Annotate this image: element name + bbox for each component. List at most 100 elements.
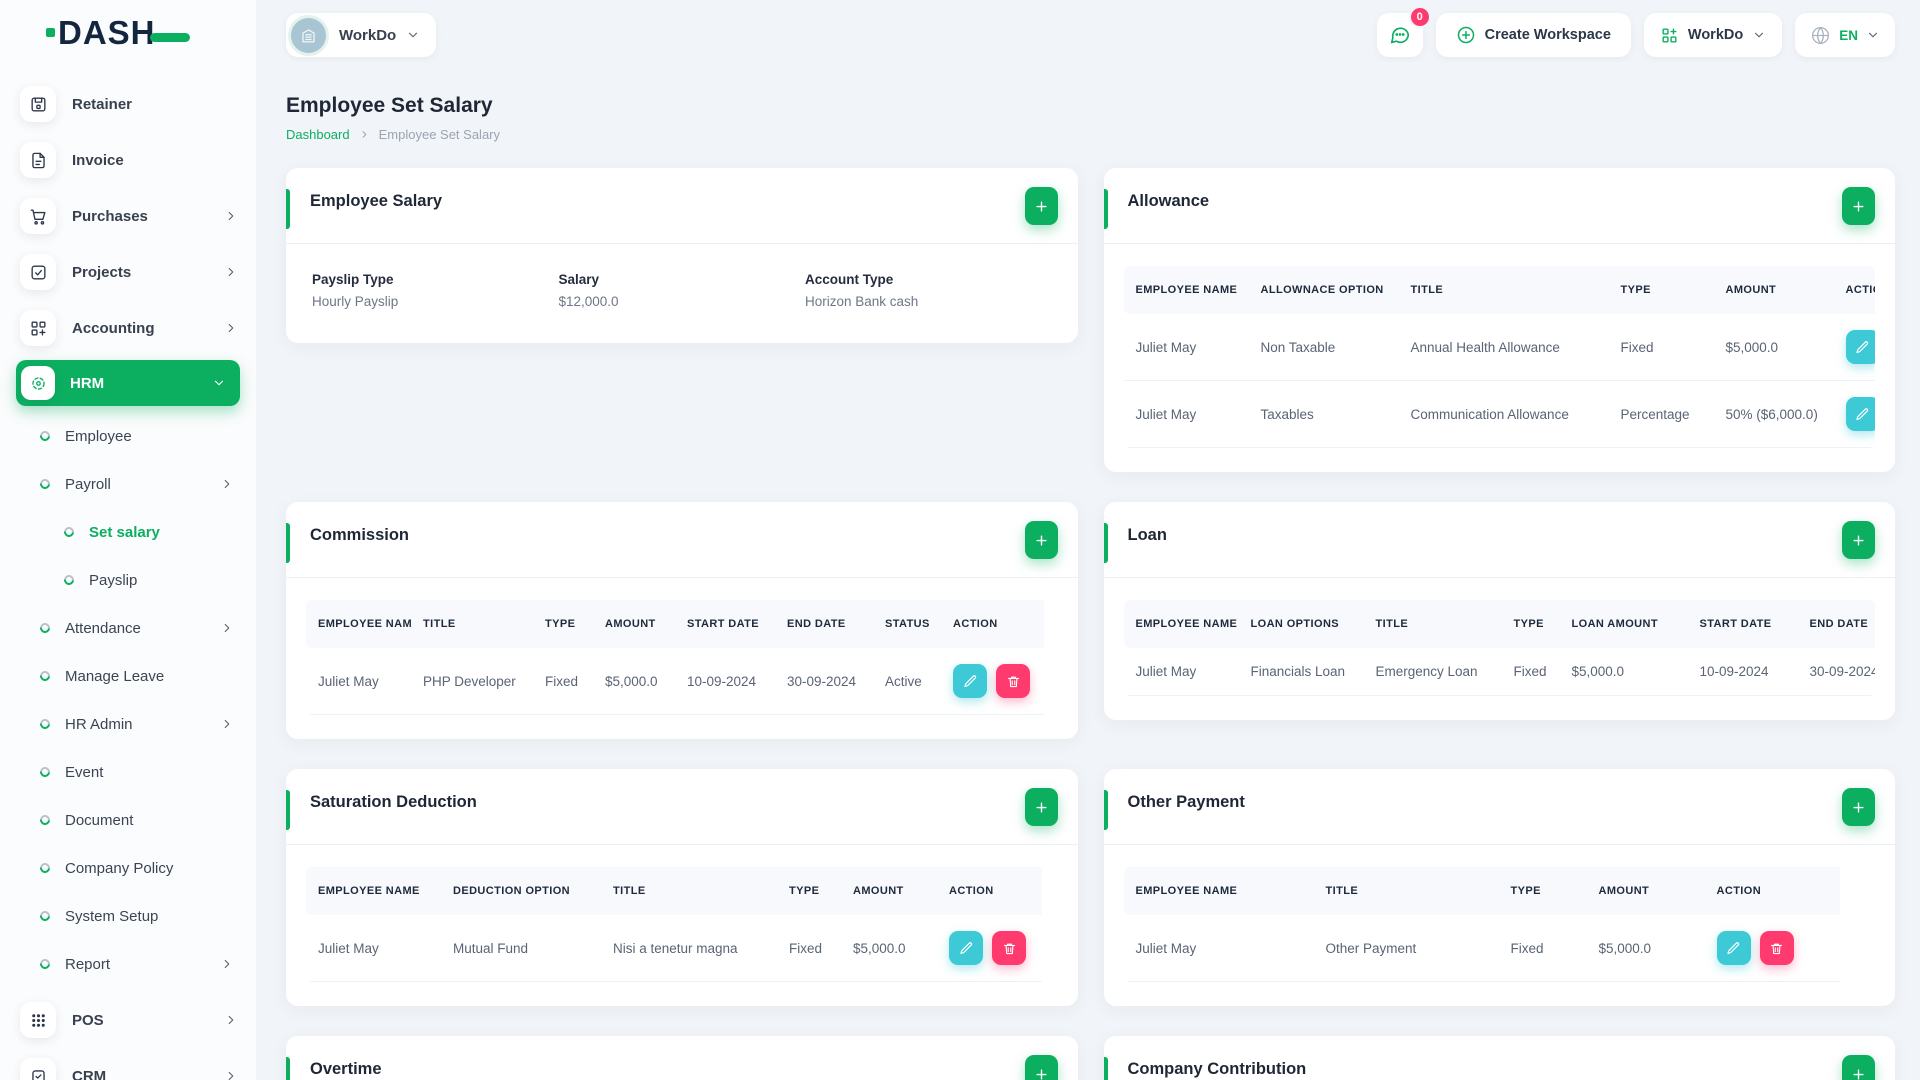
- card-header: Company Contribution: [1103, 1036, 1896, 1080]
- cell-type: Fixed: [777, 915, 841, 982]
- field-label: Account Type: [805, 272, 894, 287]
- sidebar-item-label: HRM: [70, 374, 105, 392]
- sidebar-item-invoice[interactable]: Invoice: [0, 136, 256, 184]
- add-commission-button[interactable]: [1024, 521, 1058, 559]
- commission-card: Commission EMPLOYEE NAME TITLE TYPE: [286, 502, 1078, 739]
- sidebar-item-accounting[interactable]: Accounting: [0, 304, 256, 352]
- cell-end-date: 30-09-2024: [775, 648, 873, 715]
- bullet-icon: [37, 476, 53, 492]
- add-saturation-deduction-button[interactable]: [1024, 788, 1058, 826]
- sidebar-item-label: Report: [65, 955, 111, 973]
- edit-button[interactable]: [953, 664, 987, 698]
- card-header: Overtime: [286, 1036, 1078, 1080]
- sidebar-item-retainer[interactable]: Retainer: [0, 80, 256, 128]
- card-accent-bar: [286, 189, 290, 229]
- card-header: Saturation Deduction: [286, 769, 1078, 845]
- sidebar-item-label: Document: [65, 811, 134, 829]
- sidebar-item-employee[interactable]: Employee: [0, 412, 256, 460]
- cell-actions: [1833, 381, 1875, 448]
- card-title: Other Payment: [1127, 793, 1245, 811]
- overtime-card: Overtime: [286, 1036, 1078, 1080]
- pencil-icon: [1727, 941, 1740, 954]
- trash-icon: [1770, 943, 1783, 954]
- delete-button[interactable]: [1759, 931, 1794, 965]
- cell-actions: [937, 915, 1042, 982]
- add-employee-salary-button[interactable]: [1024, 187, 1058, 225]
- sidebar-item-event[interactable]: Event: [0, 748, 256, 796]
- sidebar-item-document[interactable]: Document: [0, 796, 256, 844]
- card-title: Saturation Deduction: [310, 793, 477, 811]
- cell-actions: [1833, 314, 1875, 381]
- sidebar-item-label: Set salary: [89, 523, 160, 541]
- col-header: START DATE: [1687, 600, 1798, 648]
- table-header-row: EMPLOYEE NAME DEDUCTION OPTION TITLE TYP…: [306, 867, 1042, 915]
- create-workspace-button[interactable]: Create Workspace: [1435, 13, 1631, 57]
- chevron-right-icon: [228, 267, 234, 277]
- workdo-apps-menu[interactable]: WorkDo: [1643, 13, 1783, 57]
- card-accent-bar: [1103, 1057, 1108, 1080]
- col-header: ACTION: [937, 867, 1042, 915]
- messages-button[interactable]: 0: [1376, 6, 1431, 57]
- sidebar-item-manage-leave[interactable]: Manage Leave: [0, 652, 256, 700]
- edit-button[interactable]: [1716, 931, 1751, 965]
- plus-icon: [1853, 534, 1864, 546]
- sidebar-item-set-salary[interactable]: Set salary: [0, 508, 256, 556]
- sidebar-item-payslip[interactable]: Payslip: [0, 556, 256, 604]
- sidebar-item-projects[interactable]: Projects: [0, 248, 256, 296]
- plus-icon: [1853, 200, 1864, 212]
- delete-button[interactable]: [992, 931, 1026, 965]
- card-accent-bar: [1103, 523, 1108, 563]
- cell-actions: [941, 648, 1044, 715]
- sidebar-item-label: CRM: [72, 1067, 107, 1080]
- table-header-row: EMPLOYEE NAME ALLOWNACE OPTION TITLE TYP…: [1123, 266, 1875, 314]
- sidebar-item-system-setup[interactable]: System Setup: [0, 892, 256, 940]
- sidebar-item-hr-admin[interactable]: HR Admin: [0, 700, 256, 748]
- sidebar-item-pos[interactable]: POS: [0, 996, 256, 1044]
- col-header: ALLOWNACE OPTION: [1248, 266, 1399, 314]
- edit-button[interactable]: [1845, 330, 1875, 364]
- col-header: ACTION: [1833, 266, 1875, 314]
- sidebar-item-label: System Setup: [65, 907, 159, 925]
- cell-employee-name: Juliet May: [1123, 648, 1239, 696]
- add-overtime-button[interactable]: [1024, 1055, 1058, 1080]
- cell-type: Percentage: [1608, 381, 1714, 448]
- retainer-icon: [20, 86, 56, 122]
- col-header: EMPLOYEE NAME: [306, 600, 411, 648]
- card-header: Allowance: [1103, 168, 1895, 244]
- sidebar-item-payroll[interactable]: Payroll: [0, 460, 256, 508]
- dash-logo[interactable]: DASH: [0, 0, 256, 64]
- add-loan-button[interactable]: [1842, 521, 1875, 559]
- sidebar-item-report[interactable]: Report: [0, 940, 256, 988]
- sidebar-item-crm[interactable]: CRM: [0, 1052, 256, 1080]
- edit-button[interactable]: [1845, 397, 1875, 431]
- allowance-card: Allowance EMPLOYEE NAME ALLOWNACE OPTION…: [1103, 168, 1895, 472]
- card-title: Allowance: [1127, 192, 1210, 210]
- workspace-selector[interactable]: WorkDo: [286, 13, 437, 57]
- cell-allowance-option: Taxables: [1248, 381, 1399, 448]
- cards-grid: Employee Salary Payslip Type Hourly Pays…: [286, 168, 1895, 1080]
- sidebar-item-company-policy[interactable]: Company Policy: [0, 844, 256, 892]
- delete-button[interactable]: [996, 664, 1030, 698]
- breadcrumb-dashboard-link[interactable]: Dashboard: [286, 127, 350, 142]
- language-selector[interactable]: EN: [1795, 13, 1895, 57]
- cell-type: Fixed: [533, 648, 593, 715]
- col-header: TITLE: [1313, 867, 1499, 915]
- table-row: Juliet May Taxables Communication Allowa…: [1123, 381, 1875, 448]
- cell-title: PHP Developer: [411, 648, 533, 715]
- add-company-contribution-button[interactable]: [1842, 1055, 1875, 1080]
- edit-button[interactable]: [949, 931, 983, 965]
- plus-icon: [1035, 200, 1047, 212]
- bullet-icon: [37, 668, 53, 684]
- add-other-payment-button[interactable]: [1842, 788, 1875, 826]
- sidebar-item-attendance[interactable]: Attendance: [0, 604, 256, 652]
- card-title: Loan: [1127, 526, 1167, 544]
- crm-icon: [20, 1058, 56, 1080]
- sidebar-item-hrm[interactable]: HRM: [16, 360, 240, 406]
- card-accent-bar: [1103, 790, 1108, 830]
- add-allowance-button[interactable]: [1842, 187, 1875, 225]
- sidebar-item-purchases[interactable]: Purchases: [0, 192, 256, 240]
- topbar: WorkDo 0 Create Workspace WorkDo: [286, 0, 1895, 62]
- sidebar-item-label: Accounting: [72, 319, 155, 337]
- card-title: Employee Salary: [310, 192, 443, 210]
- card-header: Other Payment: [1103, 769, 1895, 845]
